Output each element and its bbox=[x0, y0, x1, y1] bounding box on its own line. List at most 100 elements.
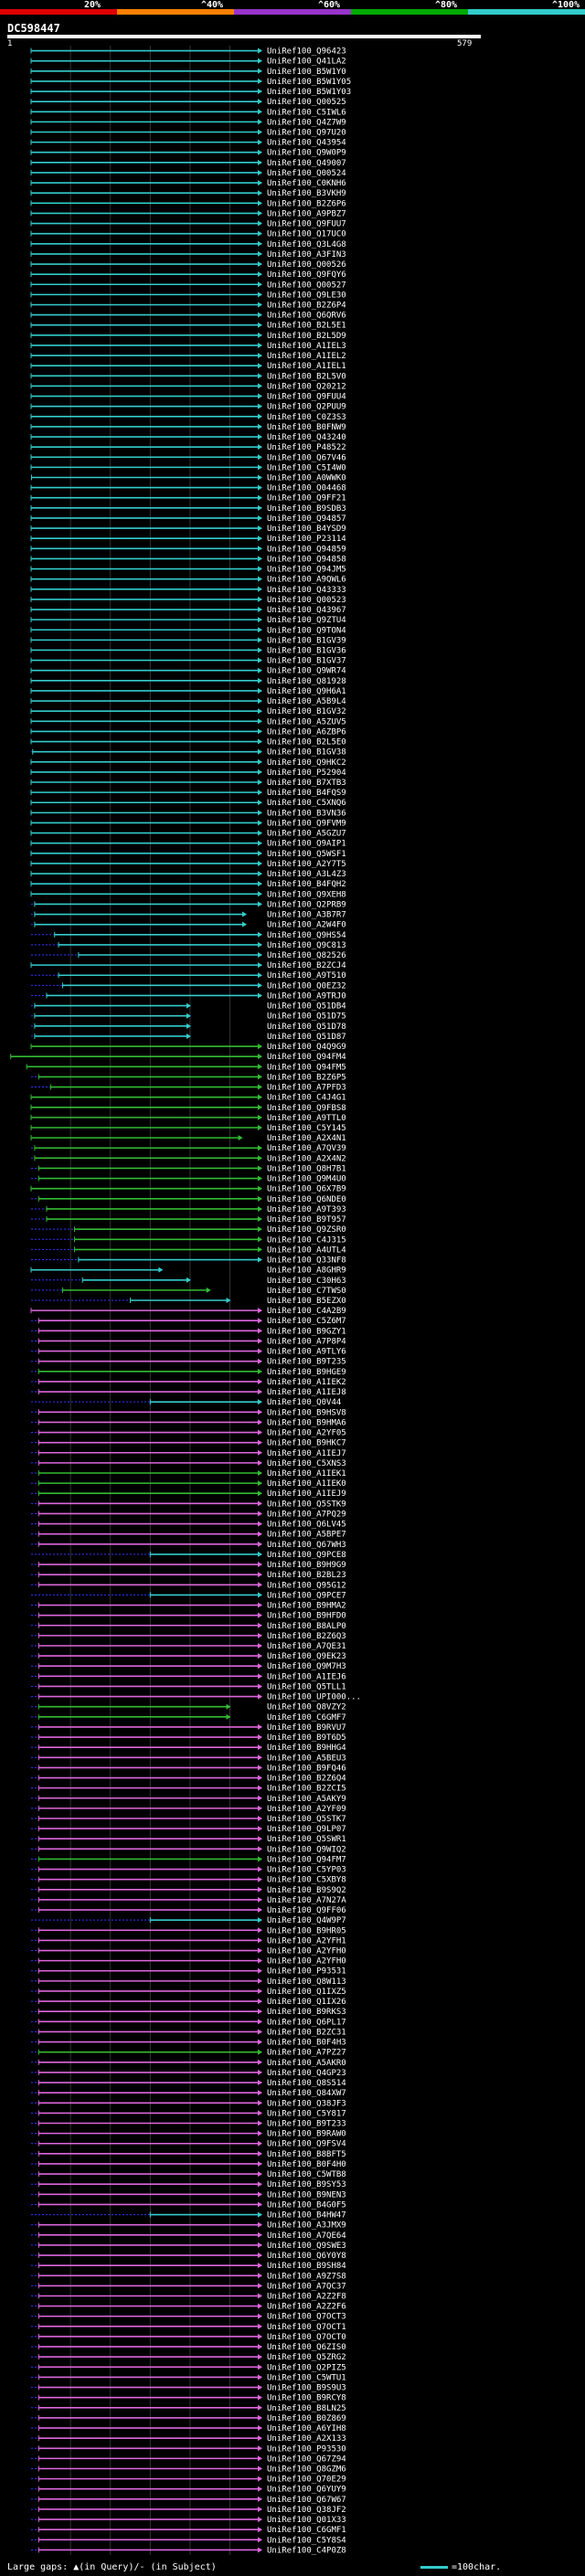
hit-row[interactable]: UniRef100_Q2PIZ5 bbox=[31, 2363, 346, 2372]
hit-row[interactable]: UniRef100_Q43954 bbox=[30, 139, 346, 148]
hit-row[interactable]: UniRef100_Q97U20 bbox=[30, 128, 346, 137]
hit-row[interactable]: UniRef100_Q9FBS8 bbox=[30, 1104, 346, 1113]
hit-row[interactable]: UniRef100_Q67WH3 bbox=[31, 1541, 346, 1550]
hit-row[interactable]: UniRef100_Q5SWR1 bbox=[31, 1835, 346, 1844]
hit-row[interactable]: UniRef100_A6YIH8 bbox=[31, 2424, 346, 2433]
hit-row[interactable]: UniRef100_Q9M4U0 bbox=[31, 1175, 346, 1184]
hit-row[interactable]: UniRef100_Q49007 bbox=[30, 159, 346, 168]
hit-row[interactable]: UniRef100_A7PQ29 bbox=[31, 1510, 346, 1519]
hit-row[interactable]: UniRef100_A5ZUV5 bbox=[30, 717, 346, 726]
hit-row[interactable]: UniRef100_B5W1Y03 bbox=[30, 88, 351, 97]
hit-row[interactable]: UniRef100_Q6QRV6 bbox=[30, 312, 346, 321]
hit-row[interactable]: UniRef100_Q94858 bbox=[30, 555, 346, 564]
hit-row[interactable]: UniRef100_Q38JF3 bbox=[31, 2099, 346, 2108]
hit-row[interactable]: UniRef100_B3VKH9 bbox=[30, 189, 346, 198]
hit-row[interactable]: UniRef100_C5Y145 bbox=[30, 1124, 346, 1133]
hit-row[interactable]: UniRef100_Q01X33 bbox=[31, 2516, 346, 2525]
hit-row[interactable]: UniRef100_Q9SWE3 bbox=[31, 2242, 346, 2251]
hit-row[interactable]: UniRef100_A1IEJ8 bbox=[31, 1388, 346, 1397]
hit-row[interactable]: UniRef100_Q82526 bbox=[31, 951, 346, 960]
hit-row[interactable]: UniRef100_Q4Z7W9 bbox=[30, 118, 346, 127]
hit-row[interactable]: UniRef100_Q9ZSR0 bbox=[31, 1225, 346, 1235]
hit-row[interactable]: UniRef100_B9T957 bbox=[31, 1215, 346, 1224]
hit-row[interactable]: UniRef100_B4YSD9 bbox=[30, 525, 346, 534]
hit-row[interactable]: UniRef100_Q9WR74 bbox=[30, 667, 346, 676]
hit-row[interactable]: UniRef100_A5BEU3 bbox=[31, 1754, 346, 1763]
hit-row[interactable]: UniRef100_B2BL23 bbox=[31, 1571, 346, 1580]
hit-row[interactable]: UniRef100_Q6X7B9 bbox=[30, 1185, 346, 1194]
hit-row[interactable]: UniRef100_Q9H6A1 bbox=[30, 687, 346, 696]
hit-row[interactable]: UniRef100_Q51D87 bbox=[31, 1033, 346, 1042]
hit-row[interactable]: UniRef100_B5W1Y05 bbox=[30, 78, 351, 87]
hit-row[interactable]: UniRef100_A7QV39 bbox=[31, 1144, 346, 1153]
hit-row[interactable]: UniRef100_B9HFD0 bbox=[31, 1612, 346, 1621]
hit-row[interactable]: UniRef100_B9HMA2 bbox=[31, 1602, 346, 1611]
hit-row[interactable]: UniRef100_P52904 bbox=[30, 769, 346, 778]
hit-row[interactable]: UniRef100_Q9AIP1 bbox=[30, 840, 346, 849]
hit-row[interactable]: UniRef100_C7TWS0 bbox=[31, 1287, 346, 1296]
hit-row[interactable]: UniRef100_B2ZCJ4 bbox=[30, 961, 346, 970]
hit-row[interactable]: UniRef100_B2L5E0 bbox=[30, 738, 346, 747]
hit-row[interactable]: UniRef100_Q9FUU4 bbox=[30, 393, 346, 402]
hit-row[interactable]: UniRef100_P48522 bbox=[30, 443, 346, 452]
hit-row[interactable]: UniRef100_A7QE31 bbox=[31, 1642, 346, 1651]
hit-row[interactable]: UniRef100_Q9M7H3 bbox=[31, 1662, 346, 1671]
hit-row[interactable]: UniRef100_C5WTB8 bbox=[31, 2170, 346, 2179]
hit-row[interactable]: UniRef100_Q67Z94 bbox=[31, 2454, 346, 2464]
hit-row[interactable]: UniRef100_C4A2B9 bbox=[30, 1307, 346, 1316]
hit-row[interactable]: UniRef100_Q5WSF1 bbox=[30, 850, 346, 859]
hit-row[interactable]: UniRef100_A3FIN3 bbox=[30, 250, 346, 260]
hit-row[interactable]: UniRef100_B2ZCI5 bbox=[31, 1785, 346, 1794]
hit-row[interactable]: UniRef100_C5XBY8 bbox=[31, 1876, 346, 1885]
hit-row[interactable]: UniRef100_B0FNW9 bbox=[30, 423, 346, 432]
hit-row[interactable]: UniRef100_Q5TLL1 bbox=[31, 1682, 346, 1691]
hit-row[interactable]: UniRef100_P93531 bbox=[31, 1967, 346, 1977]
hit-row[interactable]: UniRef100_A5AKY9 bbox=[31, 1795, 346, 1804]
hit-row[interactable]: UniRef100_B9SH84 bbox=[31, 2262, 346, 2271]
hit-row[interactable]: UniRef100_A1IEK0 bbox=[31, 1479, 346, 1489]
hit-row[interactable]: UniRef100_B9HSV8 bbox=[31, 1408, 346, 1417]
hit-row[interactable]: UniRef100_Q20212 bbox=[30, 382, 346, 391]
hit-row[interactable]: UniRef100_Q9FSV4 bbox=[31, 2140, 346, 2149]
hit-row[interactable]: UniRef100_B9S9Q2 bbox=[31, 1886, 346, 1895]
hit-row[interactable]: UniRef100_A5GZU7 bbox=[30, 830, 346, 839]
hit-row[interactable]: UniRef100_A5B9L4 bbox=[30, 697, 346, 706]
hit-row[interactable]: UniRef100_A0WWK0 bbox=[30, 473, 346, 482]
hit-row[interactable]: UniRef100_A9QWL6 bbox=[30, 576, 346, 585]
hit-row[interactable]: UniRef100_A7QC37 bbox=[31, 2282, 346, 2291]
hit-row[interactable]: UniRef100_Q4W9P7 bbox=[31, 1916, 346, 1925]
hit-row[interactable]: UniRef100_A2W4F0 bbox=[31, 921, 346, 930]
hit-row[interactable]: UniRef100_B3VN36 bbox=[30, 809, 346, 818]
hit-row[interactable]: UniRef100_A9TTL0 bbox=[30, 1114, 346, 1123]
hit-row[interactable]: UniRef100_C5XNQ6 bbox=[30, 799, 346, 808]
hit-row[interactable]: UniRef100_Q84XW7 bbox=[31, 2089, 346, 2098]
hit-row[interactable]: UniRef100_B9GZY1 bbox=[31, 1327, 346, 1336]
hit-row[interactable]: UniRef100_Q00526 bbox=[30, 260, 346, 270]
hit-row[interactable]: UniRef100_Q2PRB9 bbox=[31, 900, 346, 909]
hit-row[interactable]: UniRef100_A6ZBP6 bbox=[30, 727, 346, 737]
hit-row[interactable]: UniRef100_Q7OCT0 bbox=[31, 2333, 346, 2342]
hit-row[interactable]: UniRef100_A8GHR9 bbox=[30, 1267, 346, 1276]
hit-row[interactable]: UniRef100_Q9LE30 bbox=[30, 291, 346, 300]
hit-row[interactable]: UniRef100_A3L4Z3 bbox=[30, 870, 346, 879]
hit-row[interactable]: UniRef100_Q8GZM6 bbox=[31, 2465, 346, 2475]
hit-row[interactable]: UniRef100_B0Z869 bbox=[31, 2414, 346, 2423]
hit-row[interactable]: UniRef100_Q43240 bbox=[30, 433, 346, 442]
hit-row[interactable]: UniRef100_B4G0F5 bbox=[31, 2200, 346, 2210]
hit-row[interactable]: UniRef100_Q5STK7 bbox=[31, 1815, 346, 1824]
hit-row[interactable]: UniRef100_A5AKR0 bbox=[31, 2059, 346, 2068]
hit-row[interactable]: UniRef100_B9T235 bbox=[31, 1358, 346, 1367]
hit-row[interactable]: UniRef100_Q8VZY2 bbox=[31, 1703, 346, 1712]
hit-row[interactable]: UniRef100_Q00523 bbox=[30, 596, 346, 605]
hit-row[interactable]: UniRef100_B1GV37 bbox=[30, 657, 346, 666]
hit-row[interactable]: UniRef100_B2Z6Q4 bbox=[31, 1775, 346, 1784]
hit-row[interactable]: UniRef100_Q94FM7 bbox=[31, 1855, 346, 1864]
hit-row[interactable]: UniRef100_Q9PCE7 bbox=[31, 1591, 346, 1600]
hit-row[interactable]: UniRef100_Q9FUU7 bbox=[30, 220, 346, 229]
hit-row[interactable]: UniRef100_A9PBZ7 bbox=[30, 209, 346, 218]
hit-row[interactable]: UniRef100_Q7OCT1 bbox=[31, 2323, 346, 2332]
hit-row[interactable]: UniRef100_Q33NF8 bbox=[31, 1256, 346, 1266]
hit-row[interactable]: UniRef100_A2Z2F6 bbox=[31, 2303, 346, 2312]
hit-row[interactable]: UniRef100_Q41LA2 bbox=[30, 58, 346, 67]
hit-row[interactable]: UniRef100_B7XTB3 bbox=[30, 779, 346, 788]
